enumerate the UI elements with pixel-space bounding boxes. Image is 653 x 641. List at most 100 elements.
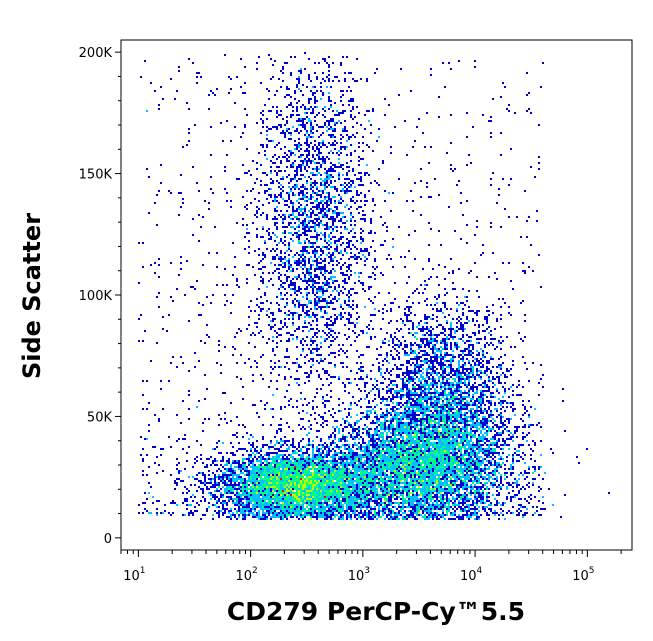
data-point — [444, 492, 446, 494]
data-point — [270, 510, 272, 512]
data-point — [396, 470, 398, 472]
data-point — [420, 498, 422, 500]
data-point — [430, 514, 432, 516]
data-point — [260, 454, 262, 456]
data-point — [402, 474, 404, 476]
data-point — [486, 478, 488, 480]
data-point — [208, 488, 210, 490]
data-point — [276, 502, 278, 504]
data-point — [520, 498, 522, 500]
data-point — [420, 474, 422, 476]
data-point — [368, 414, 370, 416]
data-point — [246, 484, 248, 486]
data-point — [198, 480, 200, 482]
data-point — [352, 480, 354, 482]
data-point — [366, 426, 368, 428]
data-point — [366, 470, 368, 472]
data-point — [386, 432, 388, 434]
data-point — [358, 466, 360, 468]
data-point — [314, 508, 316, 510]
data-point — [366, 452, 368, 454]
data-point — [332, 442, 334, 444]
data-point — [332, 508, 334, 510]
data-point — [436, 484, 438, 486]
data-point — [260, 500, 262, 502]
data-point — [348, 468, 350, 470]
data-point — [364, 518, 366, 520]
data-point — [390, 448, 392, 450]
data-point — [400, 502, 402, 504]
data-point — [354, 402, 356, 404]
data-point — [434, 486, 436, 488]
data-point — [434, 414, 436, 416]
data-point — [482, 500, 484, 502]
data-point — [286, 510, 288, 512]
data-point — [486, 452, 488, 454]
data-point — [394, 418, 396, 420]
data-point — [426, 486, 428, 488]
data-point — [314, 516, 316, 518]
data-point — [482, 452, 484, 454]
data-point — [274, 478, 276, 480]
data-point — [198, 504, 200, 506]
data-point — [422, 408, 424, 410]
data-point — [330, 496, 332, 498]
data-point — [450, 472, 452, 474]
data-point — [346, 440, 348, 442]
data-point — [276, 504, 278, 506]
data-point — [340, 490, 342, 492]
data-point — [212, 478, 214, 480]
data-point — [416, 508, 418, 510]
data-point — [358, 462, 360, 464]
data-point — [290, 472, 292, 474]
data-point — [418, 446, 420, 448]
data-point — [370, 478, 372, 480]
data-point — [450, 486, 452, 488]
data-point — [414, 518, 416, 520]
data-point — [446, 482, 448, 484]
data-point — [426, 476, 428, 478]
data-point — [430, 432, 432, 434]
data-point — [344, 512, 346, 514]
data-point — [398, 448, 400, 450]
data-point — [424, 470, 426, 472]
data-point — [358, 484, 360, 486]
data-point — [266, 498, 268, 500]
data-point — [342, 418, 344, 420]
data-point — [508, 482, 510, 484]
data-point — [234, 474, 236, 476]
data-point — [350, 496, 352, 498]
data-point — [366, 472, 368, 474]
data-point — [392, 384, 394, 386]
data-point — [370, 496, 372, 498]
data-point — [286, 474, 288, 476]
data-point — [412, 426, 414, 428]
data-point — [360, 464, 362, 466]
data-point — [346, 472, 348, 474]
data-point — [268, 456, 270, 458]
data-point — [448, 444, 450, 446]
data-point — [254, 478, 256, 480]
data-point — [338, 482, 340, 484]
data-point — [304, 516, 306, 518]
data-point — [528, 414, 530, 416]
data-point — [298, 476, 300, 478]
data-point — [232, 488, 234, 490]
data-point — [308, 458, 310, 460]
data-point — [280, 472, 282, 474]
data-point — [430, 462, 432, 464]
data-point — [398, 426, 400, 428]
data-point — [444, 394, 446, 396]
data-point — [422, 478, 424, 480]
data-point — [258, 456, 260, 458]
data-point — [516, 454, 518, 456]
data-point — [228, 484, 230, 486]
data-point — [370, 510, 372, 512]
data-point — [266, 452, 268, 454]
data-point — [302, 514, 304, 516]
data-point — [256, 480, 258, 482]
data-point — [266, 482, 268, 484]
data-point — [440, 460, 442, 462]
data-point — [284, 436, 286, 438]
data-point — [334, 420, 336, 422]
